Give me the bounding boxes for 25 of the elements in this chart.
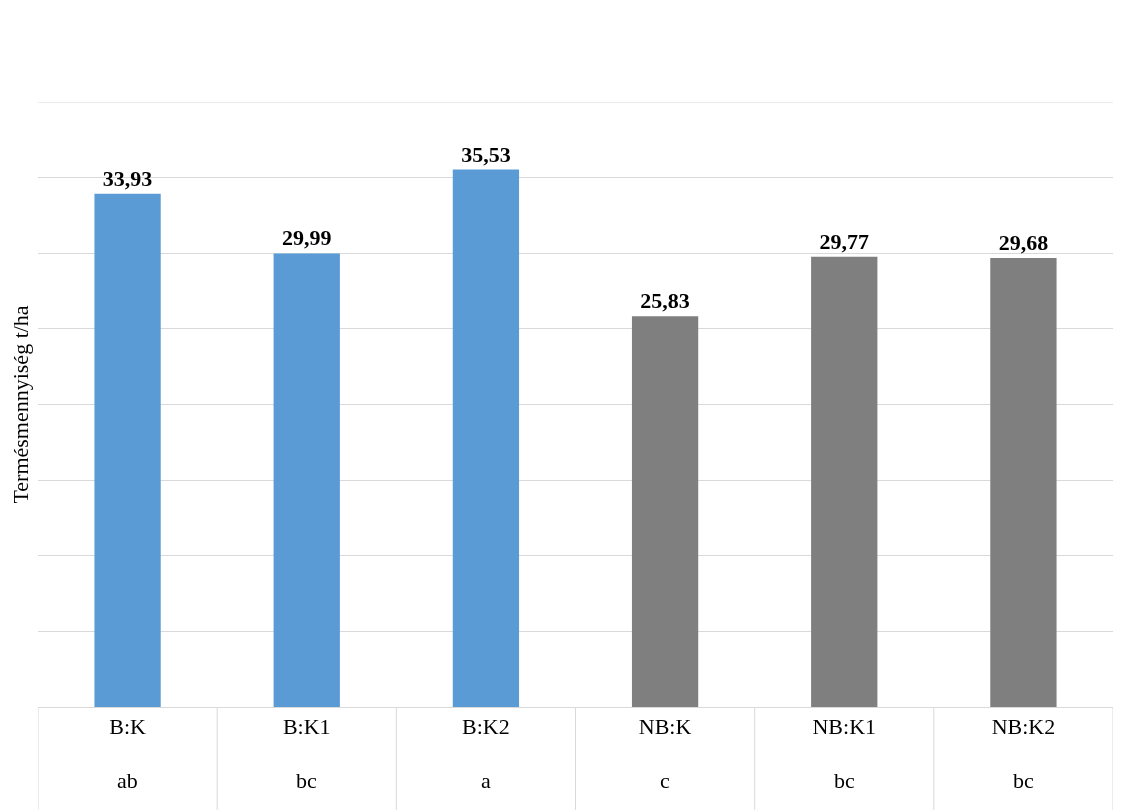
x-tick-label: NB:K1 <box>812 714 877 740</box>
data-label: 25,83 <box>640 288 690 314</box>
text: a <box>481 768 491 793</box>
bar <box>811 256 878 707</box>
x-tick-label: B:K <box>109 714 147 740</box>
x-tick-label: B:K2 <box>462 714 510 740</box>
data-label: 29,77 <box>819 228 869 254</box>
bar <box>273 253 340 707</box>
bar <box>452 169 520 707</box>
text: bc <box>296 768 317 793</box>
x-tick-label: NB:K2 <box>991 714 1056 740</box>
text: bc <box>1013 768 1034 793</box>
text: bc <box>834 768 855 793</box>
data-label: 29,68 <box>998 230 1049 256</box>
text: ab <box>117 768 138 793</box>
text: c <box>660 768 670 793</box>
data-label: 33,93 <box>102 165 153 191</box>
x-tick-label: B:K1 <box>282 714 331 740</box>
bar <box>631 316 699 707</box>
data-label: 35,53 <box>461 141 511 167</box>
y-axis-title: Termésmennyiség t/ha <box>7 305 33 504</box>
bar <box>990 258 1057 707</box>
x-tick-label: NB:K <box>638 714 692 740</box>
data-label: 29,99 <box>282 225 332 251</box>
bar <box>94 193 161 707</box>
